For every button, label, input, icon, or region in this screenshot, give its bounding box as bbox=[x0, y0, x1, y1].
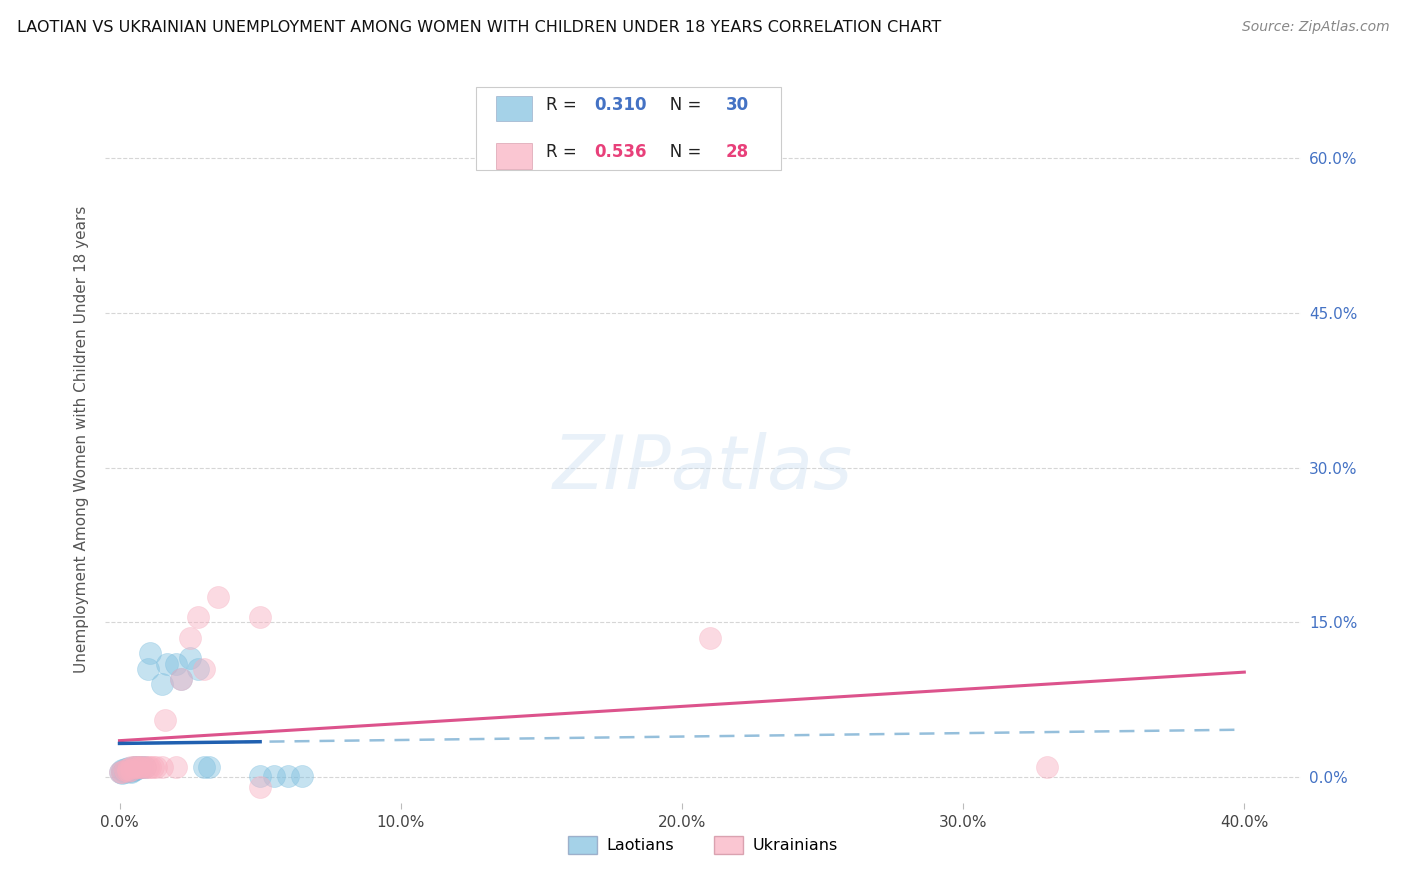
Point bbox=[128, 760, 150, 774]
Point bbox=[120, 764, 142, 779]
Point bbox=[207, 590, 229, 604]
Point bbox=[108, 764, 131, 779]
Point bbox=[120, 763, 142, 777]
Text: 30: 30 bbox=[725, 96, 749, 114]
Text: LAOTIAN VS UKRAINIAN UNEMPLOYMENT AMONG WOMEN WITH CHILDREN UNDER 18 YEARS CORRE: LAOTIAN VS UKRAINIAN UNEMPLOYMENT AMONG … bbox=[17, 20, 941, 35]
Point bbox=[114, 763, 136, 777]
Point bbox=[117, 762, 139, 776]
Point bbox=[170, 672, 193, 686]
Point bbox=[1036, 760, 1059, 774]
Legend: Laotians, Ukrainians: Laotians, Ukrainians bbox=[562, 830, 844, 860]
Point bbox=[170, 672, 193, 686]
Point bbox=[122, 763, 145, 777]
Point bbox=[125, 760, 148, 774]
Point bbox=[187, 610, 209, 624]
Point bbox=[193, 760, 215, 774]
Point bbox=[114, 762, 136, 776]
Point bbox=[117, 764, 139, 778]
Point bbox=[165, 657, 187, 671]
FancyBboxPatch shape bbox=[496, 95, 531, 121]
Point bbox=[111, 763, 134, 777]
Point bbox=[291, 769, 314, 783]
Point bbox=[249, 610, 271, 624]
Point bbox=[108, 764, 131, 779]
Point bbox=[134, 760, 156, 774]
Text: ZIPatlas: ZIPatlas bbox=[553, 433, 853, 504]
Text: 28: 28 bbox=[725, 143, 749, 161]
Point bbox=[179, 651, 201, 665]
Point bbox=[125, 760, 148, 774]
Point bbox=[179, 631, 201, 645]
Point bbox=[134, 760, 156, 774]
Point bbox=[122, 760, 145, 774]
Point bbox=[114, 764, 136, 779]
Point bbox=[111, 765, 134, 780]
Text: R =: R = bbox=[547, 143, 582, 161]
Text: 0.536: 0.536 bbox=[595, 143, 647, 161]
FancyBboxPatch shape bbox=[496, 143, 531, 169]
Point bbox=[128, 760, 150, 774]
Point bbox=[187, 662, 209, 676]
Point bbox=[150, 677, 173, 691]
Point bbox=[277, 769, 299, 783]
Point bbox=[156, 657, 179, 671]
Point bbox=[111, 764, 134, 779]
Point bbox=[153, 714, 176, 728]
Point bbox=[263, 769, 285, 783]
Point bbox=[249, 769, 271, 783]
Text: N =: N = bbox=[654, 96, 707, 114]
Point bbox=[139, 760, 162, 774]
Point bbox=[120, 764, 142, 778]
Text: R =: R = bbox=[547, 96, 582, 114]
Point bbox=[120, 760, 142, 774]
Point bbox=[165, 760, 187, 774]
Point bbox=[128, 760, 150, 774]
Y-axis label: Unemployment Among Women with Children Under 18 years: Unemployment Among Women with Children U… bbox=[75, 206, 90, 673]
Point bbox=[136, 662, 159, 676]
FancyBboxPatch shape bbox=[475, 87, 780, 170]
Point bbox=[249, 780, 271, 795]
Point bbox=[699, 631, 721, 645]
Text: Source: ZipAtlas.com: Source: ZipAtlas.com bbox=[1241, 20, 1389, 34]
Text: 0.310: 0.310 bbox=[595, 96, 647, 114]
Point bbox=[131, 760, 153, 774]
Point bbox=[125, 762, 148, 776]
Point bbox=[136, 760, 159, 774]
Point bbox=[139, 646, 162, 660]
Point bbox=[145, 760, 167, 774]
Point bbox=[117, 761, 139, 775]
Text: N =: N = bbox=[654, 143, 707, 161]
Point bbox=[193, 662, 215, 676]
Point bbox=[122, 760, 145, 774]
Point bbox=[150, 760, 173, 774]
Point bbox=[142, 760, 165, 774]
Point bbox=[131, 760, 153, 774]
Point bbox=[117, 764, 139, 778]
Point bbox=[198, 760, 221, 774]
